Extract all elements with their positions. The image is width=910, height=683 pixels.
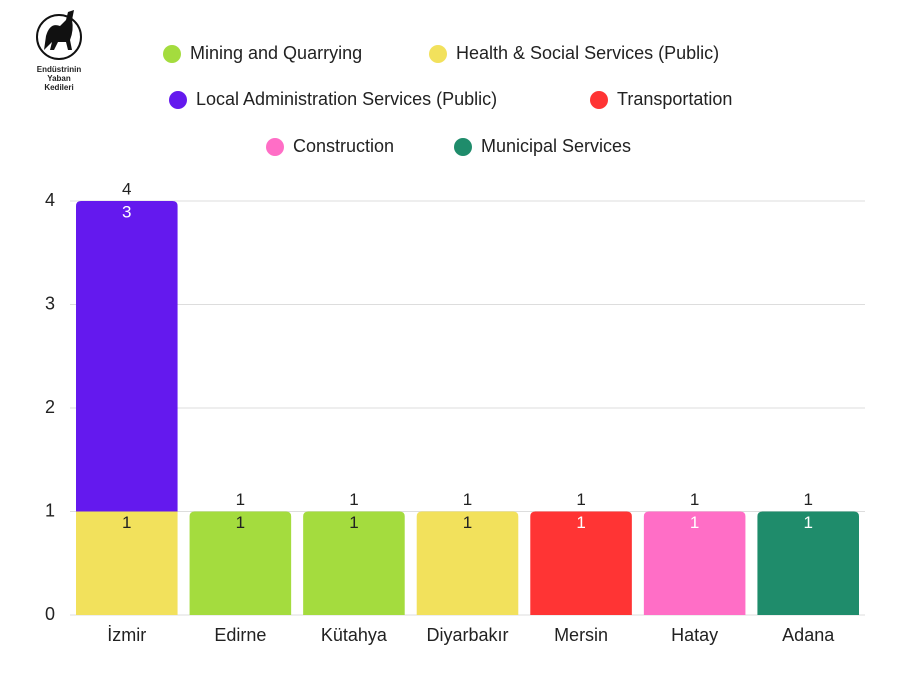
logo-ring	[36, 14, 82, 60]
data-label: 1	[463, 513, 472, 532]
bar-segment	[416, 511, 519, 615]
legend-label: Municipal Services	[481, 136, 631, 156]
total-label: 1	[803, 490, 812, 509]
legend-label: Mining and Quarrying	[190, 43, 362, 63]
logo-cat	[44, 10, 74, 50]
logo-text: Kedileri	[44, 83, 73, 92]
total-label: 1	[576, 490, 585, 509]
bar-segment	[643, 511, 746, 615]
bar-segment	[530, 511, 632, 615]
y-tick-label: 2	[45, 397, 55, 417]
data-label: 1	[122, 513, 131, 532]
data-label: 3	[122, 202, 131, 221]
total-label: 4	[122, 179, 131, 198]
legend-label: Transportation	[617, 89, 732, 109]
total-label: 1	[349, 490, 358, 509]
x-tick-label: Diyarbakır	[426, 625, 508, 645]
data-label: 1	[690, 513, 699, 532]
legend-label: Local Administration Services (Public)	[196, 89, 497, 109]
bar-segment	[303, 511, 405, 615]
legend-swatch	[590, 91, 608, 109]
legend-swatch	[266, 138, 284, 156]
legend-label: Health & Social Services (Public)	[456, 43, 719, 63]
logo-text: Yaban	[47, 74, 71, 83]
legend-swatch	[169, 91, 187, 109]
bar-segment	[76, 201, 178, 512]
data-label: 1	[349, 513, 358, 532]
y-tick-label: 4	[45, 190, 55, 210]
legend-label: Construction	[293, 136, 394, 156]
bar-segment	[189, 511, 292, 615]
data-label: 1	[236, 513, 245, 532]
legend-swatch	[429, 45, 447, 63]
logo: Endüstrinin Yaban Kedileri	[36, 10, 82, 92]
logo-text: Endüstrinin	[37, 65, 82, 74]
y-tick-label: 3	[45, 293, 55, 313]
total-label: 1	[690, 490, 699, 509]
x-tick-label: Adana	[782, 625, 835, 645]
bar-segment	[757, 511, 859, 615]
x-tick-label: Kütahya	[321, 625, 388, 645]
x-tick-label: İzmir	[107, 625, 146, 645]
x-tick-label: Edirne	[214, 625, 266, 645]
x-tick-label: Hatay	[671, 625, 718, 645]
total-label: 1	[236, 490, 245, 509]
total-label: 1	[463, 490, 472, 509]
y-tick-label: 0	[45, 604, 55, 624]
legend-swatch	[454, 138, 472, 156]
data-label: 1	[576, 513, 585, 532]
data-label: 1	[803, 513, 812, 532]
bar-segment	[76, 511, 178, 615]
y-tick-label: 1	[45, 500, 55, 520]
legend-swatch	[163, 45, 181, 63]
x-tick-label: Mersin	[554, 625, 608, 645]
